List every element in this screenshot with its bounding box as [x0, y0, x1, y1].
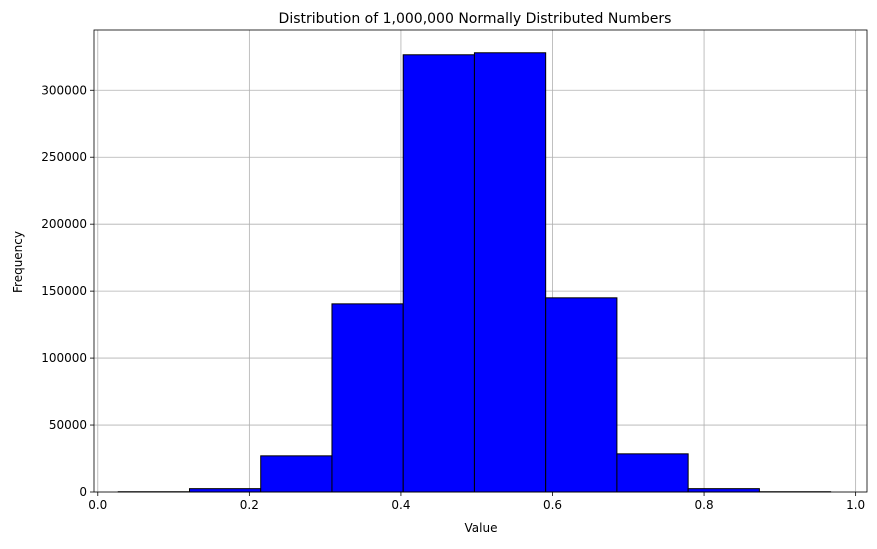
x-axis-ticks: 0.0 0.2 0.4 0.6 0.8 1.0	[88, 492, 865, 512]
histogram-bar	[546, 298, 617, 492]
y-tick-label: 300000	[41, 83, 87, 97]
y-tick-label: 150000	[41, 284, 87, 298]
x-tick-label: 1.0	[846, 498, 865, 512]
bars-layer	[118, 53, 830, 492]
histogram-bar	[261, 456, 332, 492]
x-tick-label: 0.2	[240, 498, 259, 512]
y-tick-label: 50000	[49, 418, 87, 432]
chart-title: Distribution of 1,000,000 Normally Distr…	[279, 11, 672, 27]
x-axis-label: Value	[465, 521, 498, 535]
histogram-bar	[189, 489, 260, 492]
histogram-bar	[617, 454, 688, 492]
histogram-bar	[474, 53, 545, 492]
y-axis-label: Frequency	[11, 231, 25, 293]
y-tick-label: 250000	[41, 150, 87, 164]
y-axis-ticks: 0 50000 100000 150000 200000 250000 300000	[41, 83, 94, 499]
histogram-bar	[403, 55, 474, 492]
y-tick-label: 100000	[41, 351, 87, 365]
histogram-bar	[688, 489, 759, 492]
y-tick-label: 200000	[41, 217, 87, 231]
x-tick-label: 0.6	[543, 498, 562, 512]
histogram-bar	[332, 304, 403, 492]
y-tick-label: 0	[79, 485, 87, 499]
x-tick-label: 0.4	[391, 498, 410, 512]
x-tick-label: 0.0	[88, 498, 107, 512]
x-tick-label: 0.8	[695, 498, 714, 512]
